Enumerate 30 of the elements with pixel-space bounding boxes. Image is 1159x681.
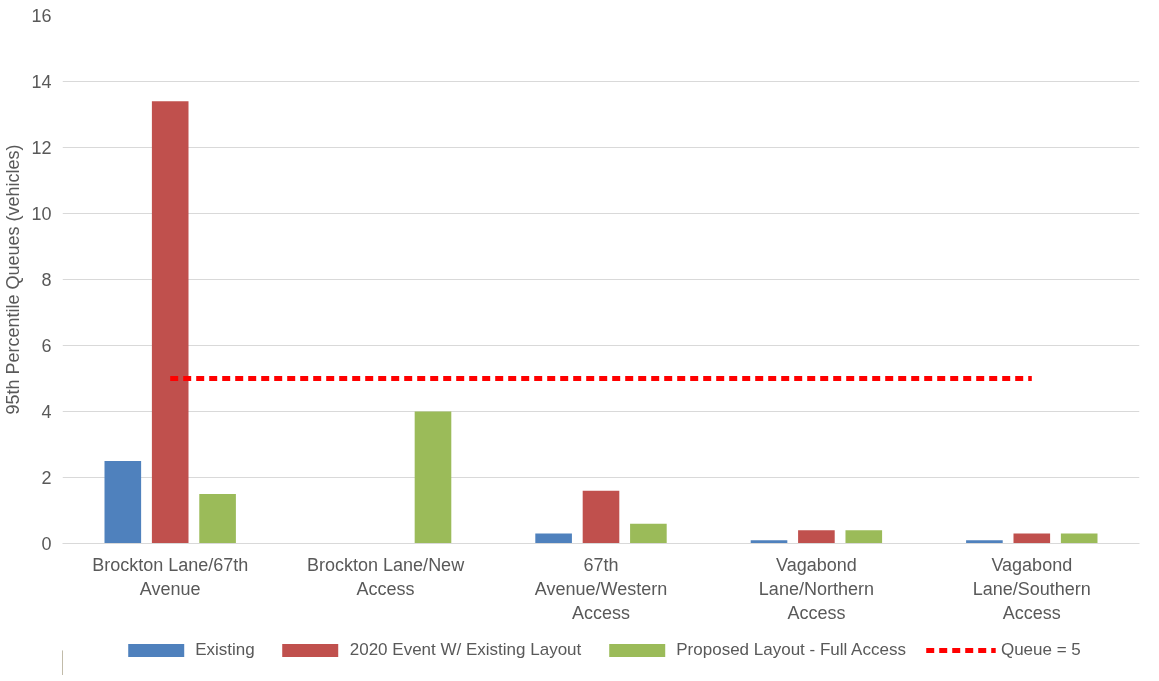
- y-tick-label: 12: [31, 138, 52, 158]
- legend-label: 2020 Event W/ Existing Layout: [349, 640, 582, 660]
- y-tick-label: 6: [41, 336, 52, 356]
- bar: [1013, 533, 1051, 544]
- legend-label: Queue = 5: [1000, 640, 1081, 660]
- y-tick-label: 10: [31, 204, 52, 224]
- bar: [845, 530, 883, 544]
- bar: [798, 530, 835, 544]
- y-tick-label: 8: [41, 270, 52, 290]
- y-axis-title: 95th Percentile Queues (vehicles): [3, 144, 24, 415]
- y-tick-label: 16: [31, 6, 52, 26]
- x-tick-label: Brockton Lane/New Access: [307, 554, 466, 599]
- x-tick-label: 67th Avenue/Western Access: [534, 554, 668, 623]
- legend-label: Existing: [195, 640, 255, 660]
- x-tick-label: Vagabond Lane/Southern Access: [972, 554, 1091, 623]
- x-tick-label: Brockton Lane/67th Avenue: [92, 554, 249, 599]
- bar: [966, 540, 1003, 544]
- y-tick-label: 2: [41, 468, 52, 488]
- legend-label: Proposed Layout - Full Access: [676, 640, 906, 660]
- bar: [151, 101, 189, 544]
- y-tick-label: 14: [31, 72, 52, 92]
- y-tick-label: 0: [41, 534, 52, 554]
- bar: [535, 533, 572, 544]
- x-tick-label: Vagabond Lane/Northern Access: [758, 554, 874, 623]
- y-tick-label: 4: [41, 402, 52, 422]
- bar: [630, 523, 667, 544]
- bar: [104, 461, 142, 544]
- bar: [582, 490, 620, 544]
- bar: [199, 494, 236, 544]
- bar: [414, 411, 452, 544]
